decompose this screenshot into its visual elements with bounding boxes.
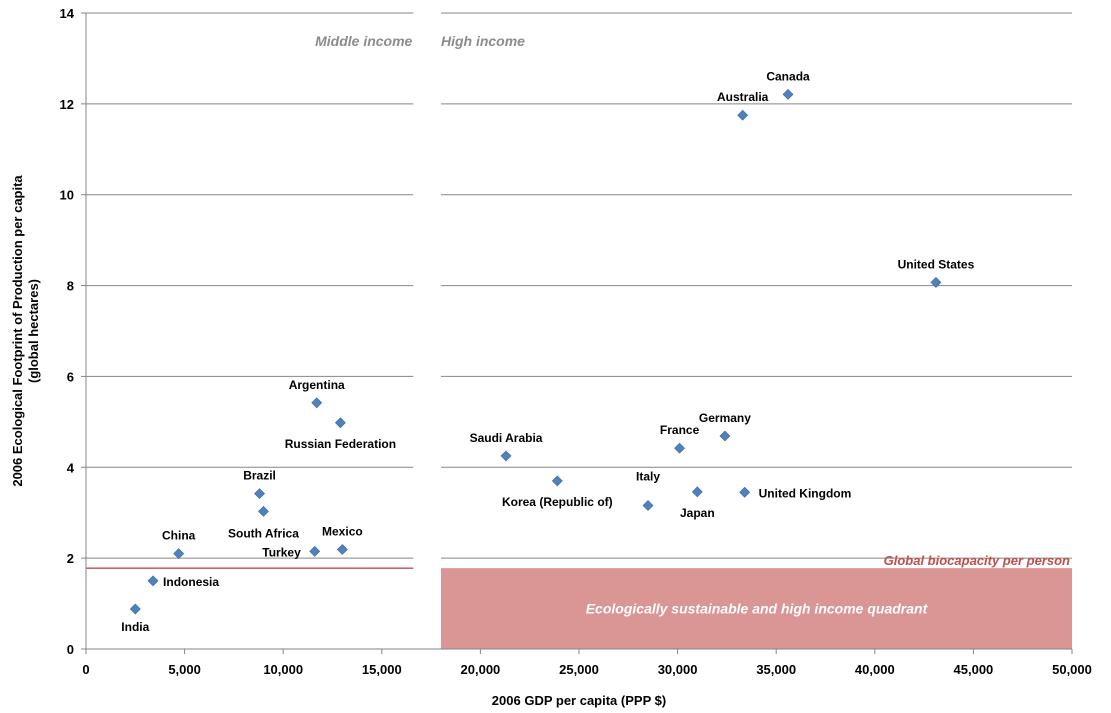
point-label: United Kingdom	[759, 486, 852, 500]
data-point	[930, 276, 942, 288]
data-point	[500, 450, 512, 462]
x-tick-label: 50,000	[1052, 662, 1092, 677]
data-point	[719, 430, 731, 442]
y-tick-label: 14	[60, 6, 75, 21]
x-axis-title: 2006 GDP per capita (PPP $)	[492, 693, 666, 708]
y-tick-labels: 0 2 4 6 8 10 12 14	[60, 6, 75, 657]
point-label: Russian Federation	[285, 437, 396, 451]
point-labels: India Indonesia China Brazil South Africa Arg…	[121, 69, 974, 634]
x-tick-label: 40,000	[855, 662, 895, 677]
y-tick-label: 0	[67, 642, 74, 657]
y-tick-label: 10	[60, 188, 74, 203]
point-label: Mexico	[322, 525, 363, 539]
x-tick-labels: 0 5,000 10,000 15,000 20,000 25,000 30,000 35,0…	[82, 662, 1092, 677]
point-label: Italy	[636, 469, 660, 483]
x-tick-label: 0	[82, 662, 89, 677]
x-tick-label: 35,000	[756, 662, 796, 677]
point-label: Turkey	[262, 545, 301, 559]
point-label: Indonesia	[163, 575, 219, 589]
data-point	[173, 548, 185, 560]
point-label: Brazil	[243, 469, 276, 483]
middle-income-label: Middle income	[315, 33, 412, 49]
data-point	[674, 442, 685, 454]
data-point	[147, 575, 159, 587]
data-point	[691, 486, 703, 498]
point-label: Japan	[680, 506, 715, 520]
point-label: China	[162, 529, 196, 543]
y-tick-label: 4	[67, 460, 75, 475]
point-label: Canada	[766, 69, 810, 83]
point-label: South Africa	[228, 526, 299, 540]
point-label: Saudi Arabia	[470, 431, 543, 445]
data-point	[336, 544, 348, 555]
y-axis-title-line2: (global hectares)	[26, 279, 41, 383]
data-point	[739, 486, 751, 498]
data-point	[551, 475, 563, 487]
axes	[81, 12, 1073, 654]
data-point	[311, 397, 323, 409]
point-label: India	[121, 620, 149, 634]
gridlines	[86, 12, 1072, 559]
x-tick-label: 25,000	[559, 662, 599, 677]
data-point	[254, 488, 265, 500]
data-point	[782, 88, 794, 100]
data-point	[642, 500, 654, 511]
data-point	[129, 603, 141, 615]
point-label: Australia	[717, 90, 769, 104]
x-tick-label: 45,000	[954, 662, 994, 677]
x-tick-label: 15,000	[362, 662, 402, 677]
y-tick-label: 6	[67, 369, 74, 384]
x-tick-label: 30,000	[658, 662, 698, 677]
point-label: United States	[898, 257, 975, 271]
y-tick-label: 8	[67, 279, 74, 294]
y-tick-label: 2	[67, 551, 74, 566]
biocapacity-label: Global biocapacity per person	[884, 553, 1070, 568]
x-tick-label: 20,000	[461, 662, 501, 677]
x-tick-label: 10,000	[263, 662, 303, 677]
x-tick-label: 5,000	[168, 662, 201, 677]
point-label: Argentina	[289, 378, 345, 392]
data-point	[737, 109, 749, 121]
point-label: Germany	[699, 411, 751, 425]
data-point	[258, 505, 269, 517]
point-label: Korea (Republic of)	[502, 495, 613, 509]
sustainable-quadrant	[440, 568, 1073, 649]
data-point	[309, 545, 321, 557]
y-axis-title-line1: 2006 Ecological Footprint of Production …	[10, 175, 25, 487]
data-points	[129, 88, 942, 615]
high-income-label: High income	[441, 33, 525, 49]
y-tick-label: 12	[60, 97, 74, 112]
point-label: France	[660, 423, 700, 437]
quadrant-label: Ecologically sustainable and high income…	[586, 601, 929, 617]
data-point	[334, 417, 346, 429]
